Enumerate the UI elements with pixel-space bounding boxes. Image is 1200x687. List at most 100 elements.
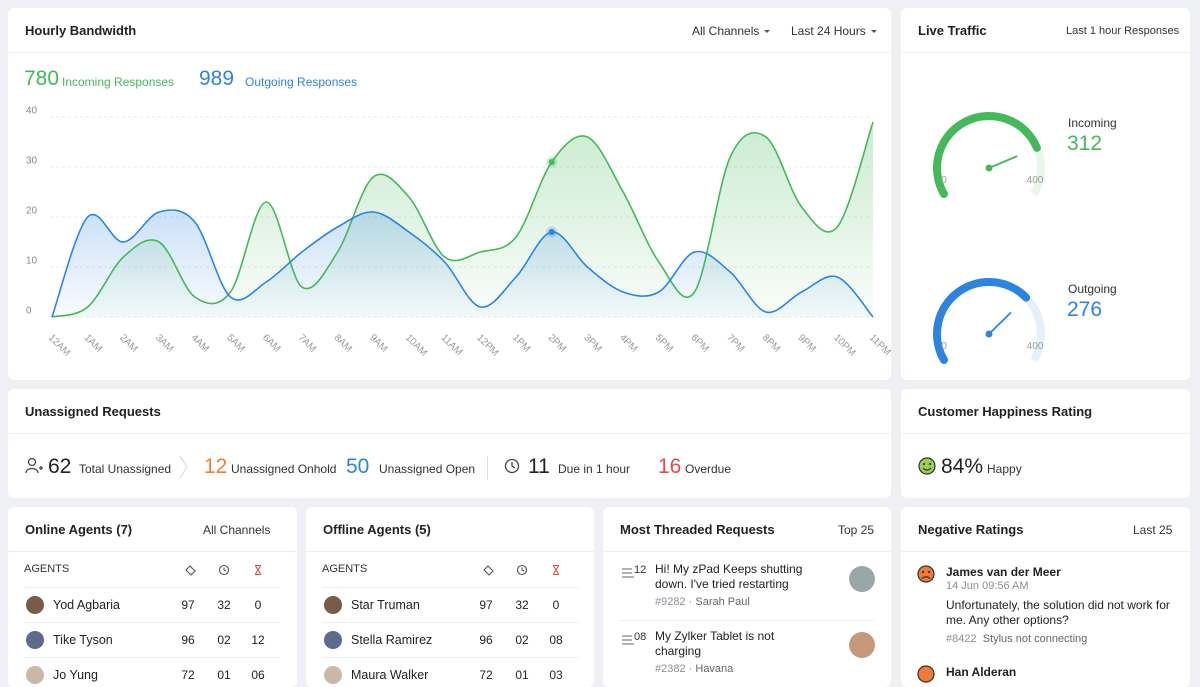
subject: Stylus not connecting [982,633,1088,645]
card-title: Hourly Bandwidth [25,23,137,38]
review-time: 14 Jun 09:56 AM [946,580,1029,592]
row-divider [24,657,280,658]
count-label: Unassigned Onhold [231,462,337,476]
gauge-value-arc [933,278,1031,364]
series-line [51,121,874,318]
x-tick-label: 7AM [296,332,318,354]
unassigned-card [8,389,891,498]
gauges: 0 400 0 400 [933,112,1045,364]
agent-name: Jo Yung [53,668,98,682]
y-tick-label: 0 [26,306,32,317]
live-traffic-card [901,8,1190,380]
chevron [179,455,188,479]
row-divider [322,622,578,623]
x-tick-label: 2AM [117,332,139,354]
x-tick-label: 4PM [617,332,639,354]
x-tick-label: 8AM [331,332,353,354]
gauge-value: 276 [1067,298,1103,321]
card-title: Live Traffic [918,23,987,38]
table-cell: 96 [181,633,195,647]
x-tick-label: 4AM [189,332,211,354]
row-divider [322,657,578,658]
table-cell: 96 [479,633,493,647]
avatar [324,631,342,649]
x-tick-label: 8PM [760,332,782,354]
gauge-min: 0 [941,175,947,186]
x-tick-label: 2PM [546,332,568,354]
gauge-label: Outgoing [1068,282,1117,296]
thread-count: 08 [634,631,647,643]
sad-icon [917,565,935,583]
table-cell: 12 [251,633,265,647]
divider [901,551,1190,552]
customer: Havana [695,663,734,675]
row-divider [24,587,280,588]
avatar [324,666,342,684]
hover-point [548,229,555,235]
x-tick-label: 12AM [46,332,72,358]
table-cell: 97 [479,598,493,612]
table-cell: 01 [515,668,529,682]
count: 11 [528,455,550,478]
y-tick-label: 40 [26,106,38,117]
filter-label: Last 24 Hours [791,24,866,38]
x-tick-label: 3AM [153,332,175,354]
x-tick-label: 9AM [367,332,389,354]
filter[interactable]: Last 24 Hours [791,25,877,37]
gauge-hub [985,164,993,172]
agent-name: Star Truman [351,598,420,612]
filter[interactable]: Last 25 [1133,523,1173,537]
thread-text[interactable]: Hi! My zPad Keeps shutting down. I've tr… [655,562,803,591]
x-tick-label: 1PM [510,332,532,354]
filter-label: All Channels [692,24,760,38]
sad-icon [917,665,935,683]
table-cell: 06 [251,668,265,682]
gauge-hub [985,330,993,338]
divider [620,620,875,621]
series-area [52,122,873,317]
caret [870,30,877,34]
table-cell: 32 [217,598,231,612]
x-tick-label: 11PM [867,332,891,358]
row-divider [322,587,578,588]
thread-icon [622,568,634,578]
caret [764,30,771,34]
count-label: Total Unassigned [79,462,172,476]
smiley-icon [918,457,936,475]
gauge-label: Incoming [1068,116,1117,130]
x-tick-label: 11AM [439,332,465,358]
customer: Sarah Paul [695,596,750,608]
filter[interactable]: All Channels [692,24,771,38]
table-cell: 02 [217,633,231,647]
thread-text[interactable]: My Zylker Tablet is not charging [655,629,775,658]
divider [901,52,1190,53]
count-label: Due in 1 hour [558,462,631,476]
x-tick-label: 9PM [795,332,817,354]
card-title: Unassigned Requests [25,404,161,419]
filter[interactable]: All Channels [203,523,271,537]
avatar [849,632,875,658]
negative-card [901,507,1190,687]
divider [306,551,594,552]
table-cell: 01 [217,668,231,682]
clock-icon [504,458,520,474]
divider [8,433,891,434]
x-tick-label: 7PM [724,332,746,354]
series-area [52,209,873,317]
filter[interactable]: Top 25 [838,523,875,537]
agent-name: Maura Walker [351,668,429,682]
review-text: Unfortunately, the solution did not work… [946,598,1170,627]
column-icon [553,564,559,576]
x-tick-label: 5AM [224,332,246,354]
card-subtitle: Last 1 hour Responses [1066,25,1180,37]
row-divider [24,622,280,623]
person-icon [25,457,43,474]
x-tick-label: 6AM [260,332,282,354]
legend-label: Outgoing Responses [245,75,358,89]
x-tick-label: 6PM [688,332,710,354]
gauge-max: 400 [1027,175,1044,186]
column-icon [185,565,196,576]
stat-value: 989 [199,67,235,90]
gauge-min: 0 [941,341,947,352]
